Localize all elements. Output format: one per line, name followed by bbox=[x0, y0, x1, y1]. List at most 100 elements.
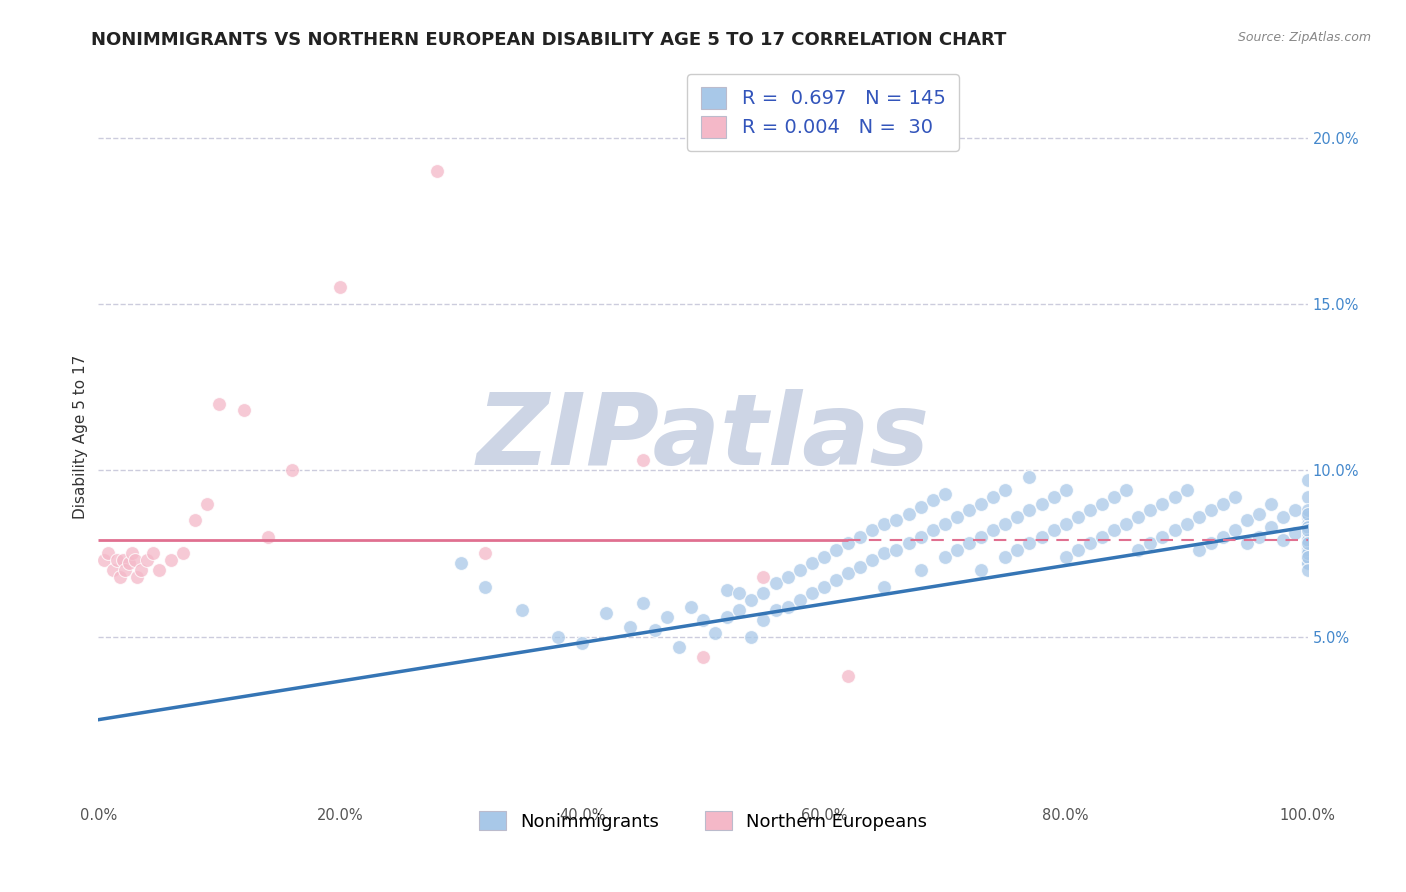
Point bbox=[1296, 536, 1319, 550]
Point bbox=[510, 603, 533, 617]
Point bbox=[897, 507, 920, 521]
Point bbox=[1272, 533, 1295, 548]
Point bbox=[1296, 530, 1319, 544]
Point bbox=[1163, 523, 1185, 537]
Point bbox=[148, 563, 170, 577]
Point bbox=[1284, 503, 1306, 517]
Point bbox=[1031, 497, 1053, 511]
Point bbox=[1152, 497, 1174, 511]
Point bbox=[910, 500, 932, 514]
Point bbox=[910, 530, 932, 544]
Point bbox=[101, 563, 124, 577]
Point bbox=[1007, 543, 1029, 558]
Point bbox=[1296, 516, 1319, 531]
Point bbox=[1296, 507, 1319, 521]
Point bbox=[1249, 507, 1271, 521]
Point bbox=[571, 636, 593, 650]
Point bbox=[1223, 490, 1246, 504]
Point bbox=[1067, 543, 1090, 558]
Point bbox=[1296, 563, 1319, 577]
Point bbox=[1296, 503, 1319, 517]
Point bbox=[957, 503, 980, 517]
Legend: Nonimmigrants, Northern Europeans: Nonimmigrants, Northern Europeans bbox=[464, 797, 942, 845]
Point bbox=[105, 553, 128, 567]
Point bbox=[1296, 533, 1319, 548]
Point bbox=[921, 523, 943, 537]
Point bbox=[668, 640, 690, 654]
Point bbox=[232, 403, 254, 417]
Point bbox=[256, 530, 278, 544]
Point bbox=[740, 630, 762, 644]
Point bbox=[1067, 509, 1090, 524]
Point bbox=[1054, 549, 1077, 564]
Point bbox=[776, 599, 799, 614]
Point bbox=[121, 546, 143, 560]
Text: NONIMMIGRANTS VS NORTHERN EUROPEAN DISABILITY AGE 5 TO 17 CORRELATION CHART: NONIMMIGRANTS VS NORTHERN EUROPEAN DISAB… bbox=[91, 31, 1007, 49]
Point bbox=[1175, 516, 1198, 531]
Point bbox=[160, 553, 183, 567]
Y-axis label: Disability Age 5 to 17: Disability Age 5 to 17 bbox=[73, 355, 89, 519]
Point bbox=[1212, 530, 1234, 544]
Point bbox=[208, 397, 231, 411]
Point bbox=[281, 463, 304, 477]
Point bbox=[752, 613, 775, 627]
Point bbox=[547, 630, 569, 644]
Point bbox=[1007, 509, 1029, 524]
Point bbox=[1091, 497, 1114, 511]
Point bbox=[474, 580, 496, 594]
Point bbox=[1102, 523, 1125, 537]
Point bbox=[946, 509, 969, 524]
Point bbox=[1223, 523, 1246, 537]
Point bbox=[426, 164, 449, 178]
Point bbox=[886, 513, 908, 527]
Point bbox=[127, 570, 149, 584]
Point bbox=[825, 573, 848, 587]
Point bbox=[1018, 470, 1040, 484]
Point bbox=[789, 593, 811, 607]
Point bbox=[752, 570, 775, 584]
Point bbox=[1296, 549, 1319, 564]
Point bbox=[1091, 530, 1114, 544]
Point bbox=[1296, 520, 1319, 534]
Point bbox=[1296, 543, 1319, 558]
Point bbox=[957, 536, 980, 550]
Point bbox=[1042, 523, 1064, 537]
Point bbox=[934, 516, 956, 531]
Point bbox=[1296, 473, 1319, 487]
Point bbox=[728, 603, 751, 617]
Point bbox=[981, 523, 1004, 537]
Point bbox=[800, 586, 823, 600]
Point bbox=[1018, 536, 1040, 550]
Point bbox=[329, 280, 352, 294]
Point bbox=[474, 546, 496, 560]
Point bbox=[849, 530, 872, 544]
Point bbox=[108, 570, 131, 584]
Point bbox=[921, 493, 943, 508]
Point bbox=[934, 549, 956, 564]
Point bbox=[1284, 526, 1306, 541]
Point bbox=[1018, 503, 1040, 517]
Point bbox=[595, 607, 617, 621]
Point bbox=[1199, 503, 1222, 517]
Point bbox=[994, 483, 1017, 498]
Point bbox=[679, 599, 702, 614]
Point bbox=[1102, 490, 1125, 504]
Point bbox=[142, 546, 165, 560]
Point bbox=[111, 553, 134, 567]
Point bbox=[1054, 483, 1077, 498]
Point bbox=[1188, 509, 1211, 524]
Point bbox=[1115, 483, 1137, 498]
Point bbox=[1031, 530, 1053, 544]
Point bbox=[837, 669, 859, 683]
Point bbox=[1296, 520, 1319, 534]
Point bbox=[1212, 497, 1234, 511]
Point bbox=[1249, 530, 1271, 544]
Point bbox=[716, 582, 738, 597]
Point bbox=[800, 557, 823, 571]
Text: Source: ZipAtlas.com: Source: ZipAtlas.com bbox=[1237, 31, 1371, 45]
Point bbox=[765, 603, 787, 617]
Point bbox=[837, 536, 859, 550]
Point bbox=[1188, 543, 1211, 558]
Point bbox=[716, 609, 738, 624]
Point bbox=[1296, 490, 1319, 504]
